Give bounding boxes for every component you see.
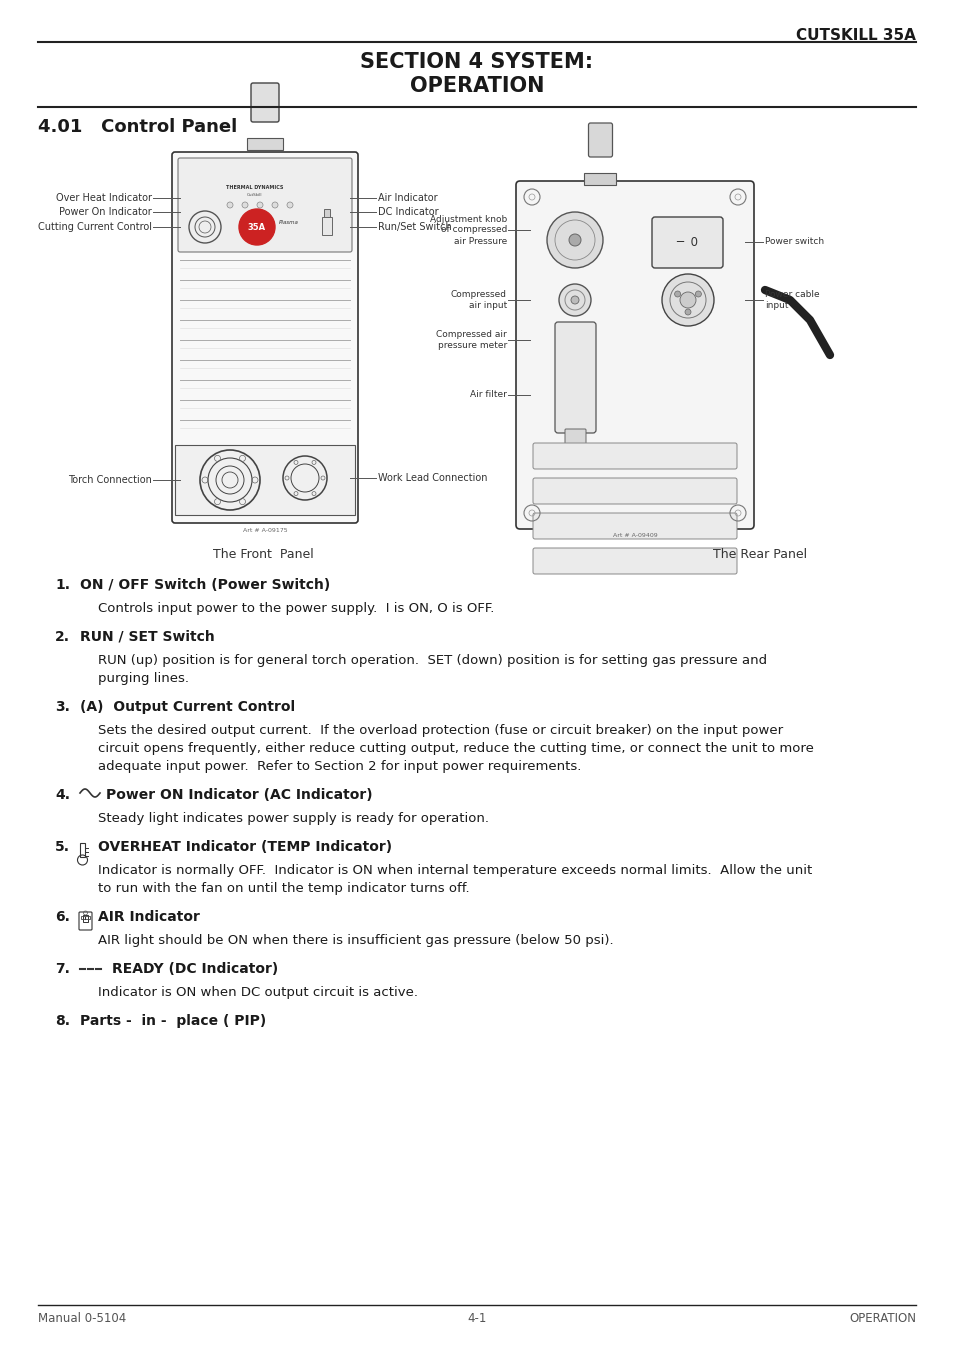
Text: Sets the desired output current.  If the overload protection (fuse or circuit br: Sets the desired output current. If the … [98,724,782,737]
Text: THERMAL DYNAMICS: THERMAL DYNAMICS [226,185,283,190]
Text: OPERATION: OPERATION [410,76,543,96]
Text: Air Indicator: Air Indicator [377,193,437,202]
Bar [174,446,355,514]
Text: AIR Indicator: AIR Indicator [98,910,200,923]
Text: pressure meter: pressure meter [437,342,506,350]
FancyBboxPatch shape [533,478,737,504]
Text: ON / OFF Switch (Power Switch): ON / OFF Switch (Power Switch) [80,578,330,593]
Text: Steady light indicates power supply is ready for operation.: Steady light indicates power supply is r… [98,811,489,825]
Text: of compressed: of compressed [440,225,506,235]
Bar [80,842,85,857]
FancyBboxPatch shape [251,82,278,122]
Text: Air filter: Air filter [470,390,506,400]
Text: Power switch: Power switch [764,238,823,247]
Text: CutSkill: CutSkill [247,193,262,197]
Bar [322,217,332,235]
Text: Parts -  in -  place ( PIP): Parts - in - place ( PIP) [80,1014,266,1027]
FancyBboxPatch shape [533,443,737,468]
Text: RUN / SET Switch: RUN / SET Switch [80,630,214,644]
Text: Adjustment knob: Adjustment knob [429,215,506,224]
Text: Power On Indicator: Power On Indicator [59,207,152,217]
FancyBboxPatch shape [555,323,596,433]
Text: Cutting Current Control: Cutting Current Control [38,221,152,232]
Text: 8.: 8. [55,1014,70,1027]
Circle shape [256,202,263,208]
FancyBboxPatch shape [516,181,753,529]
FancyBboxPatch shape [172,153,357,522]
Text: purging lines.: purging lines. [98,672,189,684]
Text: Over Heat Indicator: Over Heat Indicator [56,193,152,202]
Text: Manual 0-5104: Manual 0-5104 [38,1312,126,1324]
Text: RUN (up) position is for general torch operation.  SET (down) position is for se: RUN (up) position is for general torch o… [98,653,766,667]
Text: 4.: 4. [55,788,70,802]
Text: Art # A-09175: Art # A-09175 [242,528,287,533]
FancyBboxPatch shape [584,173,616,185]
FancyBboxPatch shape [533,548,737,574]
Circle shape [568,234,580,246]
Text: READY (DC Indicator): READY (DC Indicator) [112,963,278,976]
Text: Compressed air: Compressed air [436,329,506,339]
Circle shape [242,202,248,208]
Text: CUTSKILL 35A: CUTSKILL 35A [796,28,915,43]
Bar [81,917,90,919]
Text: Indicator is ON when DC output circuit is active.: Indicator is ON when DC output circuit i… [98,986,417,999]
Circle shape [571,296,578,304]
Text: Power cable: Power cable [764,290,819,298]
Text: OVERHEAT Indicator (TEMP Indicator): OVERHEAT Indicator (TEMP Indicator) [98,840,392,855]
Text: DC Indicator: DC Indicator [377,207,438,217]
Text: ─  0: ─ 0 [676,236,698,248]
Text: Art # A-09409: Art # A-09409 [612,533,657,539]
FancyBboxPatch shape [564,429,585,446]
Circle shape [227,202,233,208]
Bar [324,209,330,217]
Text: 1.: 1. [55,578,70,593]
Text: The Front  Panel: The Front Panel [213,548,313,562]
FancyBboxPatch shape [247,138,283,150]
Text: Power ON Indicator (AC Indicator): Power ON Indicator (AC Indicator) [106,788,373,802]
Circle shape [558,284,590,316]
Text: Run/Set Switch: Run/Set Switch [377,221,452,232]
Text: Torch Connection: Torch Connection [68,475,152,485]
Circle shape [679,292,696,308]
Text: 35A: 35A [248,223,266,231]
Text: to run with the fan on until the temp indicator turns off.: to run with the fan on until the temp in… [98,882,469,895]
Circle shape [684,309,690,315]
Circle shape [546,212,602,269]
Text: Indicator is normally OFF.  Indicator is ON when internal temperature exceeds no: Indicator is normally OFF. Indicator is … [98,864,811,878]
Text: 5.: 5. [55,840,70,855]
Text: circuit opens frequently, either reduce cutting output, reduce the cutting time,: circuit opens frequently, either reduce … [98,743,813,755]
FancyBboxPatch shape [533,513,737,539]
Circle shape [695,292,700,297]
Circle shape [661,274,713,325]
Text: Work Lead Connection: Work Lead Connection [377,472,487,483]
Bar [83,915,88,922]
FancyBboxPatch shape [178,158,352,252]
Text: 4.01   Control Panel: 4.01 Control Panel [38,117,237,136]
Circle shape [287,202,293,208]
Text: air Pressure: air Pressure [454,236,506,246]
Text: Compressed: Compressed [451,290,506,298]
Text: 3.: 3. [55,701,70,714]
Text: AIR light should be ON when there is insufficient gas pressure (below 50 psi).: AIR light should be ON when there is ins… [98,934,613,946]
Text: OPERATION: OPERATION [848,1312,915,1324]
FancyBboxPatch shape [651,217,722,269]
Text: adequate input power.  Refer to Section 2 for input power requirements.: adequate input power. Refer to Section 2… [98,760,580,774]
Text: 6.: 6. [55,910,70,923]
Text: 2.: 2. [55,630,70,644]
Text: The Rear Panel: The Rear Panel [712,548,806,562]
Text: air input: air input [468,301,506,310]
Text: Controls input power to the power supply.  I is ON, O is OFF.: Controls input power to the power supply… [98,602,494,616]
Text: input: input [764,301,788,310]
Text: 4-1: 4-1 [467,1312,486,1324]
Text: (A)  Output Current Control: (A) Output Current Control [80,701,294,714]
FancyBboxPatch shape [588,123,612,157]
Text: Plasma: Plasma [278,220,298,225]
Circle shape [272,202,277,208]
Text: SECTION 4 SYSTEM:: SECTION 4 SYSTEM: [360,53,593,72]
Circle shape [239,209,274,244]
Circle shape [674,292,679,297]
Text: 7.: 7. [55,963,70,976]
